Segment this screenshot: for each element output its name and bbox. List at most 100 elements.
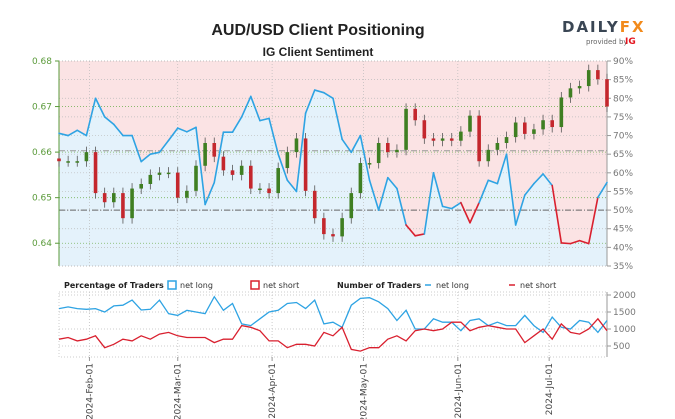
sentiment-line-net-long — [158, 139, 170, 154]
candle-bearish — [605, 79, 609, 107]
sentiment-line-net-long — [286, 179, 298, 193]
percent-tick-label: 50% — [613, 206, 633, 216]
candle-bullish — [340, 218, 344, 237]
sentiment-line-net-long — [103, 116, 115, 126]
sentiment-line-net-long — [58, 132, 69, 137]
candle-bullish — [139, 184, 143, 189]
date-tick-label: 2024-May-01 — [359, 363, 369, 419]
sentiment-line-net-long — [94, 97, 106, 118]
sentiment-line-net-long — [204, 181, 216, 206]
candle-bullish — [440, 138, 445, 141]
sentiment-line-net-long — [259, 117, 270, 122]
sentiment-line-net-long — [597, 181, 608, 199]
legend-number-title: Number of Traders — [337, 281, 421, 290]
sentiment-line-net-long — [85, 97, 97, 137]
candle-bearish — [386, 143, 390, 153]
traders-plot-border — [58, 291, 608, 358]
sentiment-line-net-long — [441, 205, 453, 210]
candle-bearish — [57, 158, 61, 162]
sentiment-line-net-long — [149, 151, 161, 155]
candle-bullish — [285, 152, 290, 169]
candle-bullish — [486, 149, 491, 162]
candle-bullish — [568, 88, 573, 98]
sentiment-line-net-long — [131, 134, 142, 163]
candle-bullish — [586, 70, 591, 87]
candle-bearish — [431, 138, 436, 141]
traders-tick-label: 1500 — [613, 308, 636, 318]
percent-tick-label: 75% — [613, 113, 633, 123]
sentiment-line-net-long — [542, 173, 554, 187]
candle-bullish — [468, 115, 472, 132]
legend-num-short: net short — [520, 281, 556, 290]
sentiment-line-net-long — [359, 134, 371, 182]
sentiment-line-net-long — [277, 153, 289, 182]
candle-bullish — [203, 143, 207, 166]
candle-bearish — [422, 120, 427, 139]
main-plot: 90% 85% 80% 75% 70% 65% 60% 55% 50% 45% 40% 35% 0.68… — [32, 57, 633, 272]
sentiment-line-net-long — [195, 126, 206, 206]
candle-bearish — [449, 138, 454, 141]
traders-tick-label: 1000 — [613, 325, 636, 335]
candle-bearish — [121, 193, 125, 219]
legend-percentage-title: Percentage of Traders — [64, 281, 164, 290]
candle-bullish — [358, 163, 363, 194]
candle-bullish — [376, 143, 381, 164]
sentiment-line-net-long — [423, 172, 435, 235]
sentiment-line-net-long — [295, 112, 307, 193]
candle-bullish — [294, 138, 299, 153]
traders-tick-label: 500 — [613, 342, 630, 352]
legend-pct-long-swatch — [167, 280, 177, 290]
candle-bullish — [577, 86, 582, 89]
sentiment-line-net-long — [368, 179, 380, 211]
legend: Percentage of Traders net long net short… — [64, 280, 556, 290]
sentiment-line-net-long — [450, 201, 462, 210]
sentiment-line-net-short — [587, 196, 599, 245]
candle-bullish — [367, 163, 372, 165]
candle-bearish — [221, 156, 226, 171]
candle-bullish — [513, 122, 518, 138]
percent-tick-label: 45% — [613, 225, 633, 235]
traders-plot: 2000 1500 1000 500 2024-Feb-01 2024-Mar-01 202… — [58, 291, 636, 419]
candle-bullish — [559, 97, 564, 128]
candle-bullish — [112, 193, 116, 203]
sentiment-line-net-short — [405, 224, 417, 237]
candle-bullish — [504, 137, 509, 143]
price-tick-label: 0.67 — [32, 103, 52, 113]
candle-bullish — [404, 108, 408, 150]
candle-bullish — [239, 165, 244, 175]
candle-bearish — [322, 218, 326, 235]
percent-tick-label: 60% — [613, 169, 633, 179]
sentiment-line-net-long — [250, 95, 261, 122]
sentiment-line-net-short — [460, 201, 471, 224]
candle-bullish — [495, 143, 500, 150]
sentiment-line-net-long — [396, 187, 407, 226]
candle-bearish — [413, 108, 417, 121]
sentiment-line-net-short — [569, 239, 581, 245]
candle-bearish — [550, 120, 554, 128]
candle-bullish — [276, 168, 280, 194]
sentiment-line-net-long — [213, 131, 225, 184]
candle-bullish — [395, 149, 399, 153]
legend-pct-long: net long — [180, 281, 213, 290]
traders-net-long-line — [58, 295, 608, 334]
candle-bullish — [194, 165, 198, 191]
candle-bullish — [166, 172, 171, 175]
chart-subtitle: IG Client Sentiment — [263, 45, 374, 59]
candle-bullish — [157, 172, 162, 175]
sentiment-line-net-short — [414, 233, 426, 237]
candle-bullish — [66, 161, 70, 163]
dailyfx-logo: DAILYFX provided by IG — [562, 18, 644, 47]
traders-tick-label: 2000 — [613, 291, 636, 301]
sentiment-line-net-long — [231, 116, 243, 133]
candle-bullish — [75, 161, 80, 163]
sentiment-line-net-long — [523, 182, 535, 196]
sentiment-line-net-long — [323, 91, 334, 100]
date-tick-label: 2024-Jun-01 — [454, 363, 464, 418]
candle-bullish — [541, 120, 545, 130]
candle-bullish — [258, 188, 262, 191]
sentiment-line-net-long — [304, 89, 316, 114]
candle-bearish — [93, 152, 98, 194]
legend-num-long: net long — [436, 281, 469, 290]
